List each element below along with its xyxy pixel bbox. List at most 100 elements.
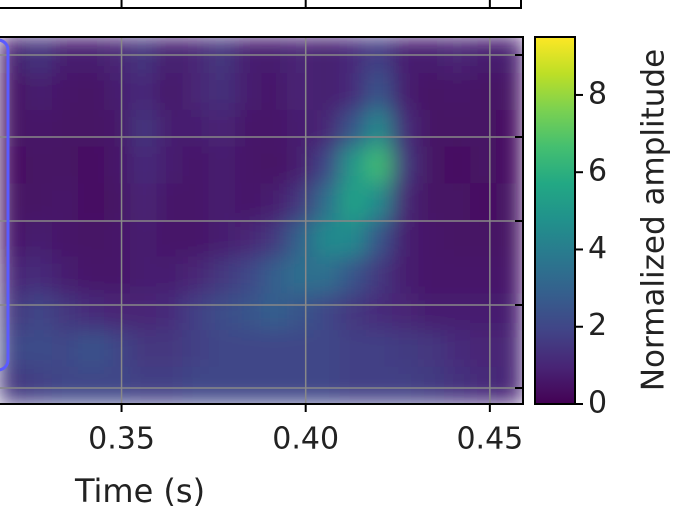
heatmap-cell <box>365 220 393 258</box>
heatmap-cell <box>156 256 184 295</box>
heatmap-cell <box>104 109 132 148</box>
heatmap-cell <box>156 109 184 148</box>
heatmap-cells <box>0 37 523 404</box>
heatmap-cell <box>182 73 210 111</box>
heatmap-cell <box>182 220 210 258</box>
heatmap-cell <box>470 146 498 185</box>
heatmap-cell <box>339 109 367 148</box>
selection-highlight[interactable] <box>0 38 10 372</box>
heatmap-cell <box>365 73 393 111</box>
heatmap-cell <box>104 183 132 221</box>
heatmap-cell <box>234 183 262 221</box>
heatmap-cell <box>0 220 27 258</box>
heatmap-cell <box>470 73 498 111</box>
heatmap-cell <box>234 256 262 295</box>
heatmap-cell <box>313 220 341 258</box>
heatmap-cell <box>182 109 210 148</box>
heatmap-cell <box>417 146 446 185</box>
heatmap-cell <box>51 183 79 221</box>
heatmap-cell <box>261 183 289 221</box>
heatmap-cell <box>365 183 393 221</box>
heatmap-cell <box>496 256 523 295</box>
heatmap-cell <box>313 293 341 332</box>
heatmap-cell <box>470 220 498 258</box>
heatmap-cell <box>77 293 106 332</box>
heatmap-cell <box>391 73 419 111</box>
heatmap-cell <box>287 109 315 148</box>
heatmap-cell <box>496 183 523 221</box>
heatmap-cell <box>182 293 210 332</box>
heatmap <box>0 37 523 404</box>
heatmap-cell <box>444 146 472 185</box>
heatmap-cell <box>261 146 289 185</box>
heatmap-cell <box>182 330 210 368</box>
heatmap-cell <box>51 146 79 185</box>
heatmap-cell <box>0 109 27 148</box>
heatmap-cell <box>287 146 315 185</box>
heatmap-cell <box>156 366 184 404</box>
heatmap-cell <box>208 293 236 332</box>
heatmap-cell <box>287 330 315 368</box>
heatmap-cell <box>444 109 472 148</box>
heatmap-cell <box>77 109 106 148</box>
heatmap-cell <box>208 146 236 185</box>
heatmap-cell <box>391 109 419 148</box>
heatmap-cell <box>339 293 367 332</box>
heatmap-cell <box>444 183 472 221</box>
heatmap-cell <box>365 146 393 185</box>
heatmap-cell <box>496 109 523 148</box>
heatmap-cell <box>234 220 262 258</box>
heatmap-cell <box>470 109 498 148</box>
heatmap-cell <box>208 366 236 404</box>
heatmap-cell <box>104 73 132 111</box>
heatmap-cell <box>365 366 393 404</box>
heatmap-cell <box>130 293 158 332</box>
heatmap-cell <box>77 73 106 111</box>
heatmap-cell <box>156 183 184 221</box>
heatmap-cell <box>104 256 132 295</box>
heatmap-cell <box>417 366 446 404</box>
heatmap-cell <box>156 293 184 332</box>
heatmap-cell <box>287 366 315 404</box>
heatmap-cell <box>104 366 132 404</box>
heatmap-cell <box>130 73 158 111</box>
heatmap-cell <box>156 330 184 368</box>
heatmap-cell <box>130 330 158 368</box>
heatmap-cell <box>470 330 498 368</box>
heatmap-cell <box>313 146 341 185</box>
x-tick-label: 0.40 <box>272 422 339 457</box>
colorbar-tick-label: 0 <box>588 386 607 421</box>
heatmap-cell <box>104 293 132 332</box>
heatmap-cell <box>51 109 79 148</box>
heatmap-cell <box>234 366 262 404</box>
heatmap-cell <box>156 220 184 258</box>
heatmap-cell <box>444 293 472 332</box>
heatmap-cell <box>417 73 446 111</box>
heatmap-cell <box>391 183 419 221</box>
heatmap-cell <box>0 330 27 368</box>
heatmap-cell <box>417 330 446 368</box>
heatmap-cell <box>339 220 367 258</box>
heatmap-cell <box>287 220 315 258</box>
heatmap-cell <box>365 330 393 368</box>
heatmap-cell <box>391 256 419 295</box>
heatmap-cell <box>208 109 236 148</box>
heatmap-cell <box>51 366 79 404</box>
heatmap-cell <box>365 293 393 332</box>
heatmap-cell <box>287 256 315 295</box>
heatmap-cell <box>25 73 53 111</box>
heatmap-cell <box>0 293 27 332</box>
heatmap-cell <box>25 293 53 332</box>
heatmap-cell <box>470 183 498 221</box>
heatmap-cell <box>77 256 106 295</box>
heatmap-cell <box>417 220 446 258</box>
heatmap-cell <box>365 256 393 295</box>
heatmap-cell <box>51 256 79 295</box>
x-tick-label: 0.35 <box>88 422 155 457</box>
heatmap-cell <box>261 330 289 368</box>
heatmap-cell <box>0 366 27 404</box>
heatmap-cell <box>77 146 106 185</box>
heatmap-cell <box>339 330 367 368</box>
heatmap-cell <box>234 73 262 111</box>
